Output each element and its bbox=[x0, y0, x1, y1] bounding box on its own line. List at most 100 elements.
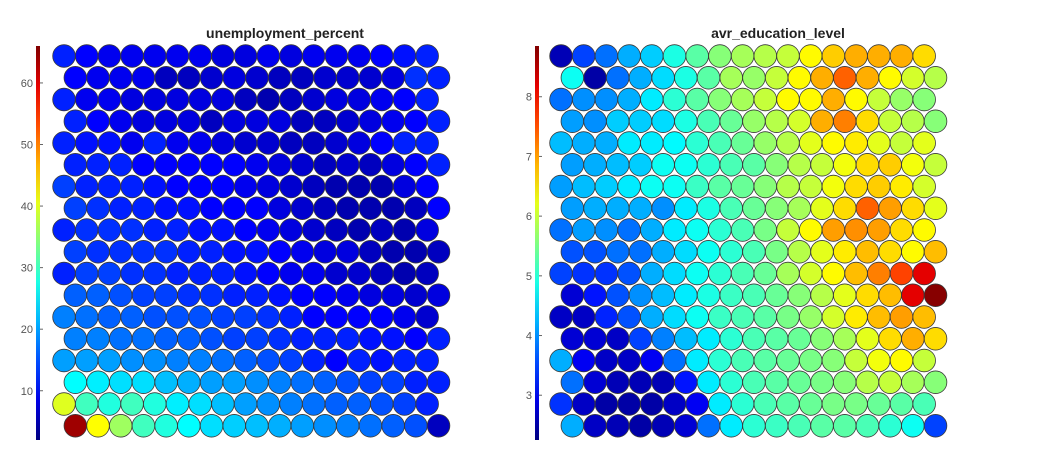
education-som-cell bbox=[810, 370, 834, 394]
unemployment-som-cell bbox=[199, 109, 224, 133]
unemployment-som-cell bbox=[199, 283, 224, 307]
education-som-cell bbox=[606, 109, 630, 133]
unemployment-som-cell bbox=[267, 414, 292, 438]
unemployment-som-cell bbox=[74, 392, 99, 416]
education-som-cell bbox=[560, 196, 585, 220]
unemployment-som-cell bbox=[290, 153, 315, 177]
education-som-cell bbox=[787, 66, 812, 90]
education-som-cell bbox=[651, 109, 675, 133]
unemployment-som-cell bbox=[256, 44, 281, 68]
education-som-cell bbox=[878, 153, 902, 177]
education-som-cell bbox=[583, 196, 607, 220]
unemployment-som-cell bbox=[86, 109, 110, 133]
education-som-cell bbox=[799, 392, 823, 416]
education-som-cell bbox=[674, 66, 698, 90]
unemployment-som-cell bbox=[211, 218, 235, 242]
unemployment-som-cell bbox=[404, 327, 428, 351]
unemployment-som-cell bbox=[415, 174, 439, 199]
education-som-cell bbox=[696, 196, 721, 220]
unemployment-som-cell bbox=[177, 196, 201, 220]
education-som-cell bbox=[855, 327, 880, 351]
unemployment-som-cell bbox=[415, 44, 439, 68]
unemployment-som-cell bbox=[313, 240, 337, 264]
education-som-cell bbox=[640, 174, 664, 199]
education-som-cell bbox=[549, 348, 573, 373]
unemployment-som-cell bbox=[370, 261, 394, 286]
education-som-cell bbox=[708, 348, 732, 373]
unemployment-som-cell bbox=[279, 174, 303, 199]
education-som-cell bbox=[606, 283, 630, 307]
unemployment-som-cell bbox=[324, 392, 349, 416]
unemployment-som-cell bbox=[131, 240, 156, 264]
education-som-cell bbox=[799, 305, 823, 329]
unemployment-som-cell bbox=[63, 196, 88, 220]
unemployment-som-cell bbox=[109, 109, 133, 133]
unemployment-som-cell bbox=[97, 174, 122, 199]
education-som-cell bbox=[572, 174, 596, 199]
unemployment-som-cell bbox=[143, 218, 167, 242]
education-som-cell bbox=[923, 196, 948, 220]
education-som-cell bbox=[787, 240, 812, 264]
education-som-cell bbox=[844, 348, 868, 373]
unemployment-som-cell bbox=[256, 218, 281, 242]
education-som-cell bbox=[878, 370, 902, 394]
education-colorbar-tick-label: 7 bbox=[526, 151, 532, 163]
unemployment-som-cell bbox=[370, 131, 394, 155]
unemployment-som-cell bbox=[154, 109, 178, 133]
education-som-cell bbox=[923, 283, 948, 307]
education-som-cell bbox=[799, 87, 823, 112]
unemployment-som-cell bbox=[347, 131, 371, 155]
unemployment-som-cell bbox=[52, 305, 76, 329]
education-som-cell bbox=[696, 327, 721, 351]
education-som-cell bbox=[583, 283, 607, 307]
unemployment-som-cell bbox=[109, 327, 133, 351]
education-som-cell bbox=[617, 305, 641, 329]
education-som-cell bbox=[787, 283, 812, 307]
unemployment-som-cell bbox=[109, 370, 133, 394]
unemployment-som-cell bbox=[336, 327, 360, 351]
unemployment-som-cell bbox=[279, 261, 303, 286]
education-som-cell bbox=[912, 44, 936, 68]
unemployment-som-cell bbox=[347, 87, 371, 112]
unemployment-som-cell bbox=[415, 392, 439, 416]
education-som-cell bbox=[572, 131, 596, 155]
education-som-cell bbox=[867, 261, 891, 286]
unemployment-som-cell bbox=[188, 218, 212, 242]
education-som-cell bbox=[560, 414, 585, 438]
education-som-cell bbox=[855, 109, 880, 133]
education-som-cell bbox=[764, 283, 789, 307]
education-som-cell bbox=[651, 370, 675, 394]
unemployment-som-cell bbox=[143, 261, 167, 286]
education-som-cell bbox=[810, 109, 834, 133]
education-som-cell bbox=[742, 327, 766, 351]
unemployment-som-cell bbox=[74, 348, 99, 373]
education-som-cell bbox=[719, 414, 743, 438]
education-som-cell bbox=[889, 392, 914, 416]
education-som-cell bbox=[685, 261, 709, 286]
education-som-cell bbox=[889, 261, 914, 286]
unemployment-som-cell bbox=[165, 174, 190, 199]
unemployment-som-cell bbox=[370, 392, 394, 416]
unemployment-som-cell bbox=[222, 66, 246, 90]
unemployment-som-cell bbox=[74, 87, 99, 112]
unemployment-som-cell bbox=[154, 327, 178, 351]
unemployment-som-cell bbox=[290, 327, 315, 351]
unemployment-som-cell bbox=[74, 131, 99, 155]
education-som-cell bbox=[560, 109, 585, 133]
unemployment-som-cell bbox=[267, 370, 292, 394]
unemployment-som-cell bbox=[404, 370, 428, 394]
unemployment-som-cell bbox=[177, 283, 201, 307]
education-som-cell bbox=[560, 327, 585, 351]
unemployment-som-cell bbox=[63, 370, 88, 394]
unemployment-som-cell bbox=[302, 87, 326, 112]
education-som-cell bbox=[696, 414, 721, 438]
education-som-cell bbox=[855, 414, 880, 438]
unemployment-som-cell bbox=[358, 283, 383, 307]
unemployment-som-cell bbox=[211, 44, 235, 68]
unemployment-som-cell bbox=[52, 261, 76, 286]
education-som-cell bbox=[640, 392, 664, 416]
education-som-cell bbox=[628, 283, 653, 307]
education-som-cell bbox=[628, 196, 653, 220]
unemployment-som-cell bbox=[188, 44, 212, 68]
education-som-cell bbox=[776, 218, 800, 242]
